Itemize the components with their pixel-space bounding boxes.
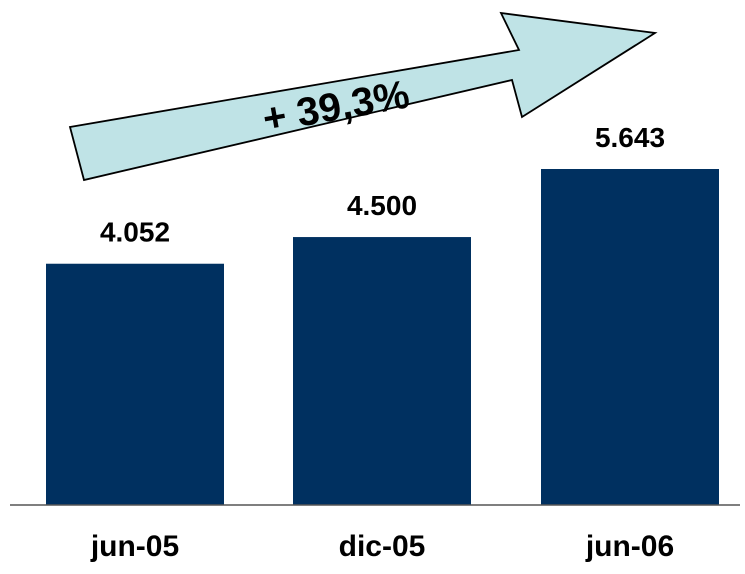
growth-arrow-shape (68, 11, 658, 182)
bar-jun-05 (46, 263, 224, 505)
x-tick-label-dic-05: dic-05 (339, 530, 426, 563)
x-tick-labels-group: jun-05 dic-05 jun-06 (90, 530, 674, 563)
value-label-dic-05: 4.500 (347, 190, 417, 221)
value-label-jun-05: 4.052 (100, 217, 170, 248)
bars-group (46, 169, 719, 505)
bar-jun-06 (541, 169, 719, 505)
x-tick-label-jun-05: jun-05 (90, 530, 179, 563)
bar-dic-05 (293, 237, 471, 505)
growth-arrow-annotation: + 39,3% (68, 11, 658, 182)
x-tick-label-jun-06: jun-06 (585, 530, 674, 563)
value-labels-group: 4.052 4.500 5.643 (100, 122, 665, 248)
value-label-jun-06: 5.643 (595, 122, 665, 153)
